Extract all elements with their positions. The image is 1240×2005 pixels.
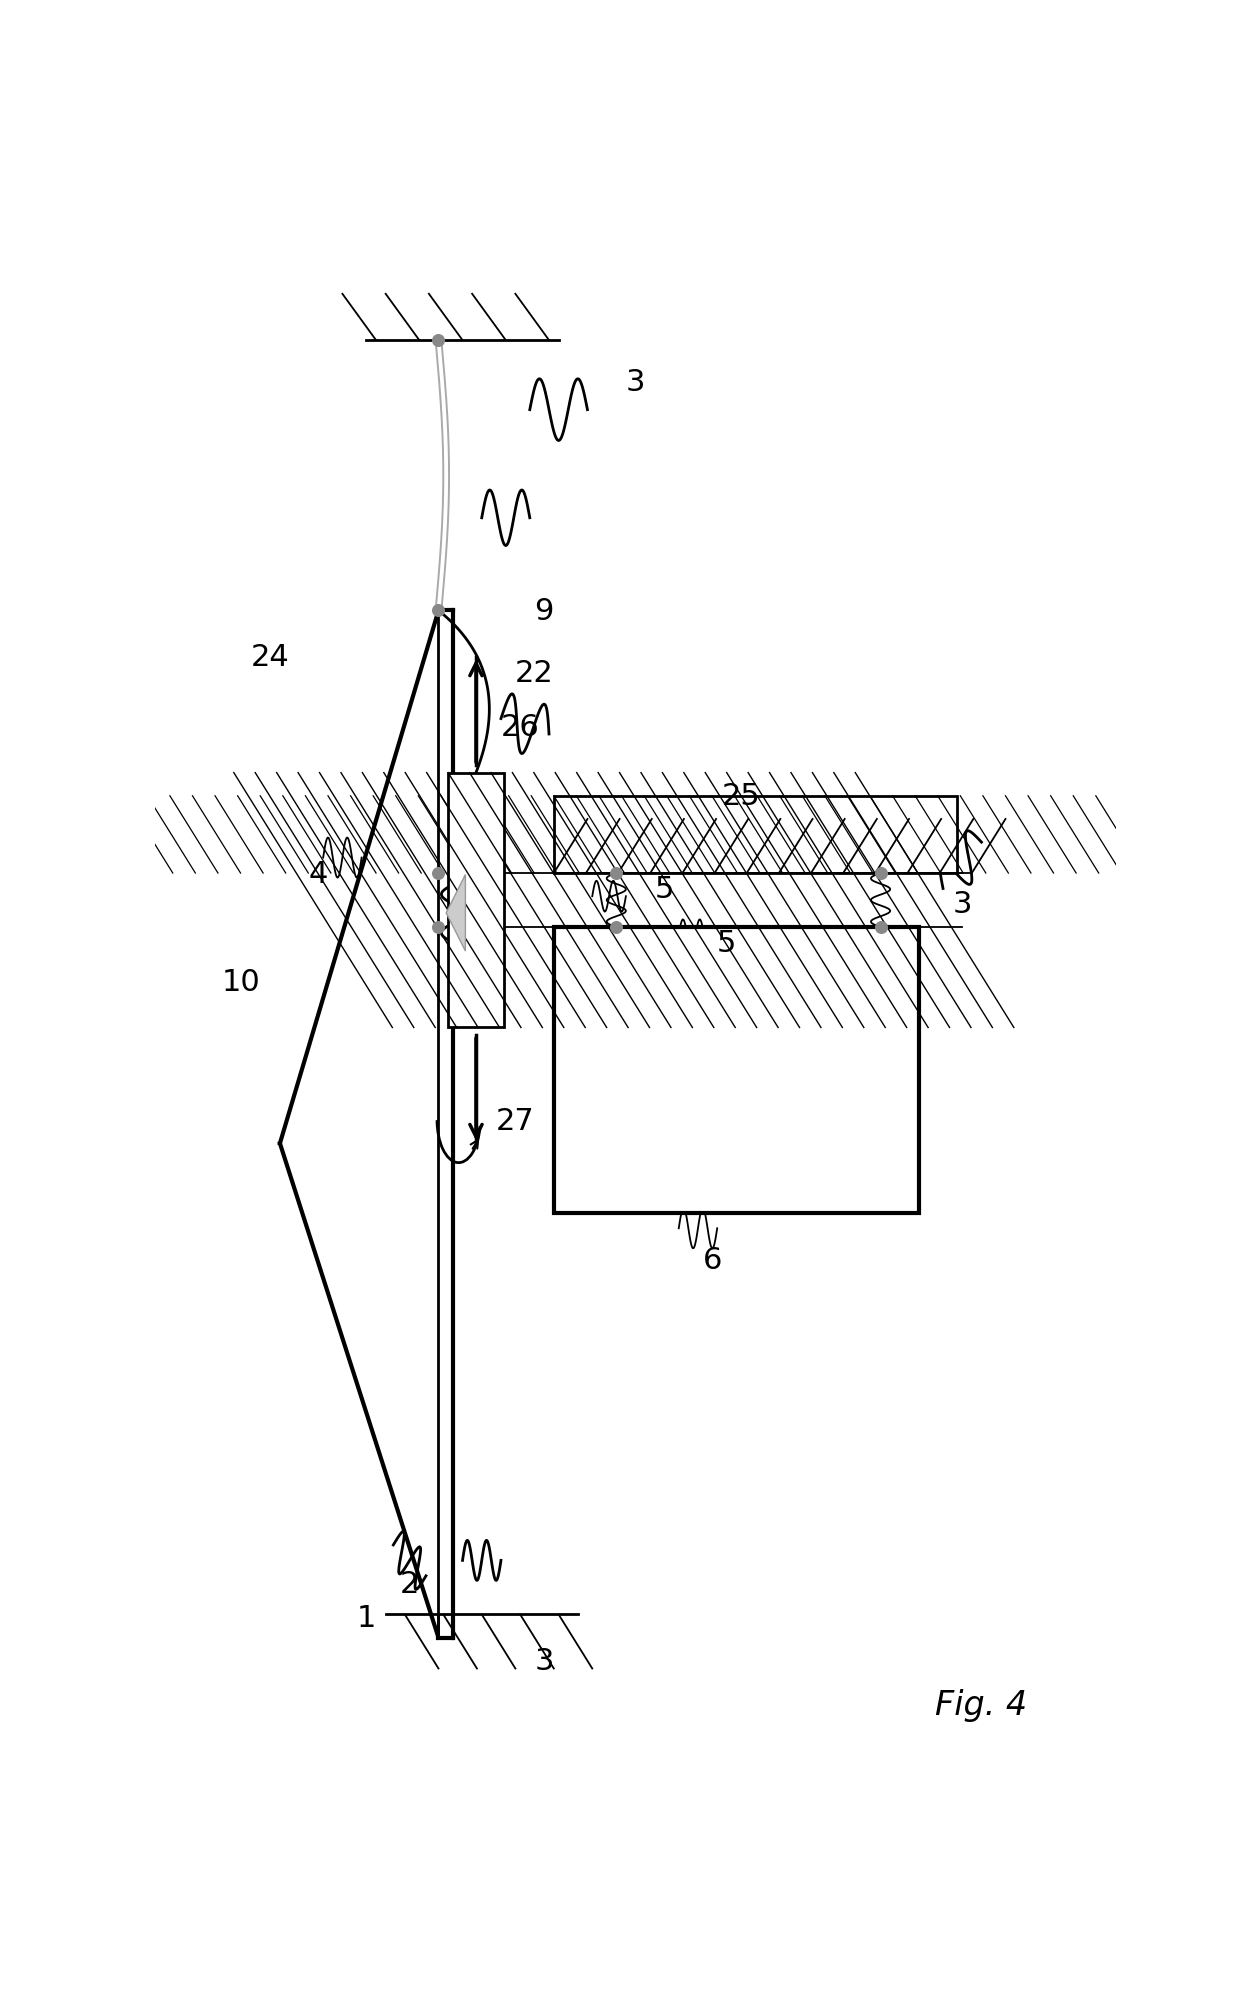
Text: Fig. 4: Fig. 4 [935,1688,1028,1720]
Text: 3: 3 [952,890,972,918]
Text: 27: 27 [496,1107,534,1135]
Bar [554,796,972,874]
Bar [448,774,503,1029]
Polygon shape [446,874,465,952]
Text: 2: 2 [401,1570,419,1598]
Point [606,912,626,944]
Bar [554,796,957,874]
Point [870,858,890,890]
Text: 24: 24 [250,644,290,672]
Text: 3: 3 [626,369,645,397]
Text: 10: 10 [222,966,260,996]
Text: 5: 5 [717,928,737,958]
Point [870,912,890,944]
Point [429,912,449,944]
Text: 22: 22 [516,658,554,688]
Text: 6: 6 [703,1245,722,1273]
Text: 3: 3 [534,1646,554,1676]
Bar [554,928,919,1213]
Text: 9: 9 [534,597,554,626]
Point [429,595,449,628]
Point [606,858,626,890]
Point [429,858,449,890]
Text: 26: 26 [501,712,539,742]
Text: 4: 4 [309,858,329,888]
Point [429,325,449,357]
Text: 1: 1 [357,1604,376,1632]
Text: 5: 5 [655,874,675,904]
Text: 25: 25 [722,782,760,810]
